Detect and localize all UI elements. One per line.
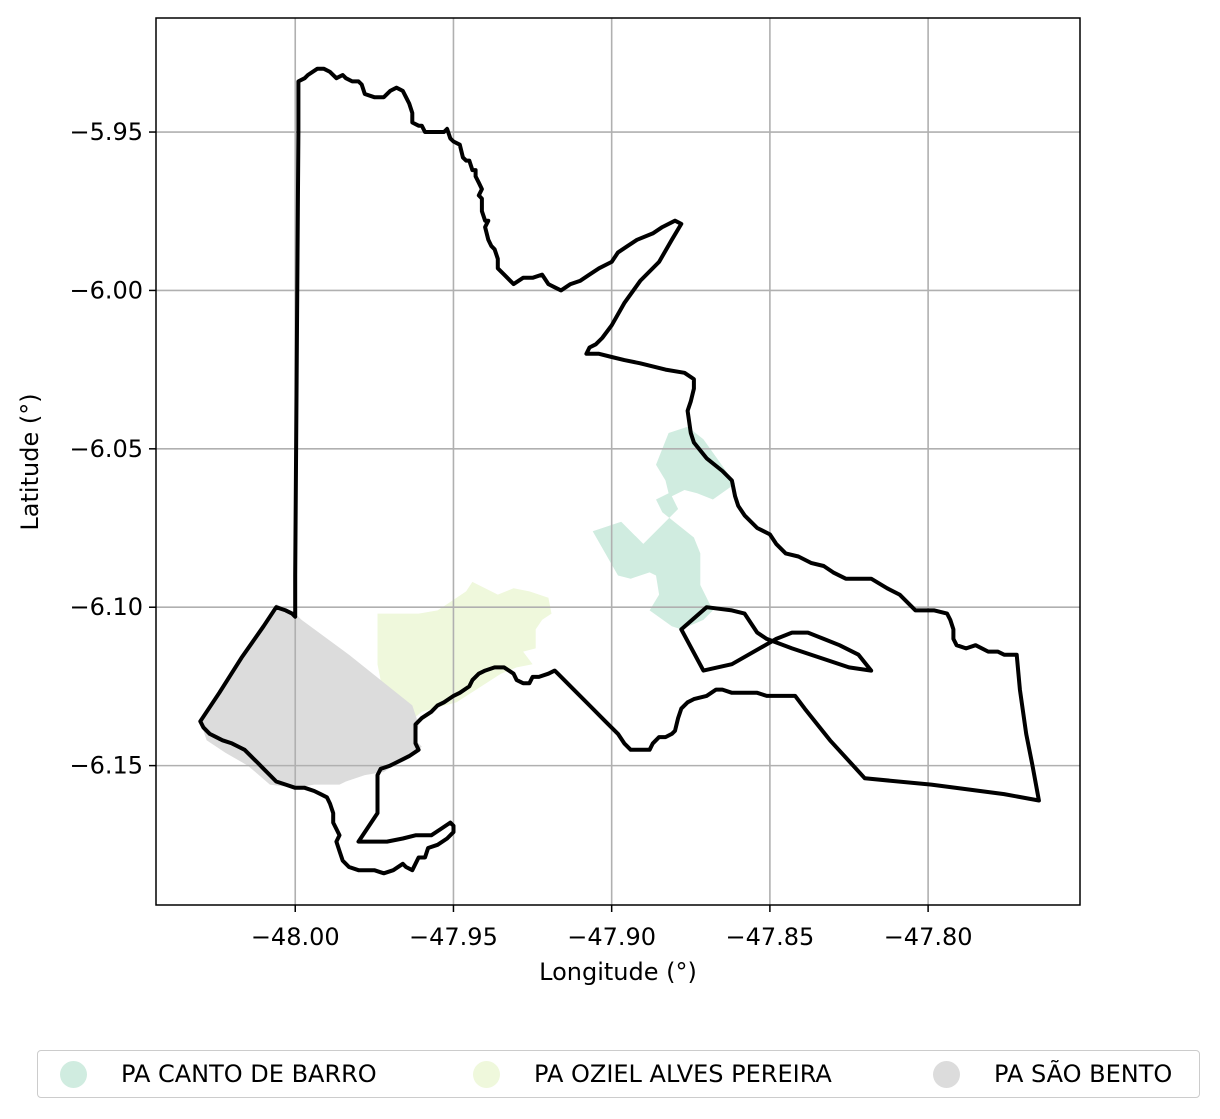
- y-tick-label: −6.15: [69, 752, 143, 780]
- legend-label: PA OZIEL ALVES PEREIRA: [534, 1060, 832, 1088]
- x-tick-label: −47.95: [409, 923, 498, 951]
- municipality-boundary: [198, 66, 1041, 876]
- region-pa-canto-de-barro: [592, 426, 736, 630]
- region-pa-sao-bento: [200, 604, 422, 788]
- legend-marker-canto-de-barro-icon: [60, 1060, 87, 1088]
- regions-layer: [200, 426, 736, 788]
- y-tick-label: −6.00: [69, 276, 143, 304]
- y-tick-label: −6.05: [69, 435, 143, 463]
- region-pa-oziel-alves-pereira: [377, 581, 552, 747]
- y-axis-label: Latitude (°): [16, 393, 44, 530]
- legend-marker-oziel-alves-pereira-icon: [473, 1060, 500, 1088]
- inner-boundary: [679, 605, 874, 673]
- outline-layer: [198, 66, 1041, 876]
- x-tick-label: −47.85: [725, 923, 814, 951]
- legend-label: PA SÃO BENTO: [994, 1060, 1173, 1088]
- plot-frame: [155, 17, 1081, 906]
- x-tick-label: −48.00: [251, 923, 340, 951]
- y-tick-label: −5.95: [69, 118, 143, 146]
- map-figure: −48.00 −47.95 −47.90 −47.85 −47.80 −5.95 −6.00…: [16, 17, 1081, 986]
- legend-item-sao-bento: PA SÃO BENTO: [933, 1050, 1172, 1098]
- grid-layer: [156, 18, 1080, 905]
- legend-marker-sao-bento-icon: [933, 1060, 960, 1088]
- legend-item-oziel-alves-pereira: PA OZIEL ALVES PEREIRA: [473, 1050, 832, 1098]
- x-axis-label: Longitude (°): [539, 958, 697, 986]
- y-tick-label: −6.10: [69, 593, 143, 621]
- ticks-layer: −48.00 −47.95 −47.90 −47.85 −47.80 −5.95 −6.00…: [69, 118, 972, 951]
- x-tick-label: −47.90: [567, 923, 656, 951]
- legend-label: PA CANTO DE BARRO: [121, 1060, 377, 1088]
- x-tick-label: −47.80: [884, 923, 973, 951]
- legend-item-canto-de-barro: PA CANTO DE BARRO: [60, 1050, 377, 1098]
- legend: PA CANTO DE BARRO PA OZIEL ALVES PEREIRA…: [37, 1050, 1200, 1098]
